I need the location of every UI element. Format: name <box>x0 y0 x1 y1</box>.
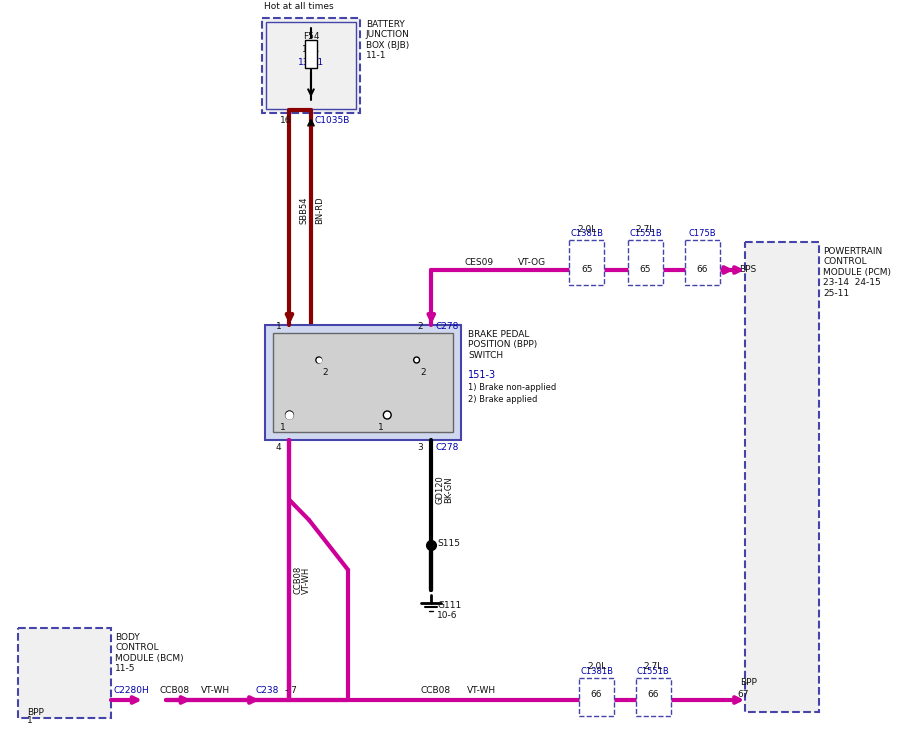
Text: 151-3: 151-3 <box>468 370 496 380</box>
Text: 65: 65 <box>639 265 650 274</box>
Text: C238: C238 <box>255 686 278 695</box>
Text: 1: 1 <box>275 322 282 331</box>
FancyBboxPatch shape <box>744 242 817 712</box>
Text: BN-RD: BN-RD <box>314 196 323 223</box>
FancyBboxPatch shape <box>684 240 719 285</box>
FancyBboxPatch shape <box>265 325 461 440</box>
FancyBboxPatch shape <box>265 22 356 109</box>
FancyBboxPatch shape <box>635 678 670 716</box>
Text: CCB08: CCB08 <box>159 686 190 695</box>
Text: BPP: BPP <box>740 678 757 687</box>
Text: 13-21: 13-21 <box>298 58 323 67</box>
Text: 1: 1 <box>280 423 285 432</box>
Text: 3: 3 <box>417 443 423 452</box>
FancyBboxPatch shape <box>17 628 110 718</box>
Text: POWERTRAIN
CONTROL
MODULE (PCM)
23-14  24-15
25-11: POWERTRAIN CONTROL MODULE (PCM) 23-14 24… <box>823 247 890 298</box>
Text: BPS: BPS <box>739 265 756 274</box>
Text: 1) Brake non-applied: 1) Brake non-applied <box>468 383 556 392</box>
Text: 65: 65 <box>581 265 591 274</box>
Text: 2.7L: 2.7L <box>643 662 662 671</box>
Text: SBB54: SBB54 <box>299 196 308 223</box>
Text: CCB08: CCB08 <box>420 686 450 695</box>
Text: G111
10-6: G111 10-6 <box>437 601 461 620</box>
Text: VT-WH: VT-WH <box>200 686 229 695</box>
Text: - 7: - 7 <box>284 686 296 695</box>
Text: 66: 66 <box>695 265 707 274</box>
Text: C1551B: C1551B <box>628 229 661 238</box>
FancyBboxPatch shape <box>262 18 359 113</box>
Text: 4: 4 <box>275 443 282 452</box>
Circle shape <box>414 357 419 363</box>
Text: CES09: CES09 <box>464 258 493 267</box>
Circle shape <box>285 411 293 419</box>
Text: BATTERY
JUNCTION
BOX (BJB)
11-1: BATTERY JUNCTION BOX (BJB) 11-1 <box>366 20 409 60</box>
Text: BODY
CONTROL
MODULE (BCM)
11-5: BODY CONTROL MODULE (BCM) 11-5 <box>116 633 184 674</box>
Text: C1381B: C1381B <box>570 229 602 238</box>
Text: C1381B: C1381B <box>580 667 612 676</box>
Text: 2: 2 <box>417 322 423 331</box>
Text: BK-GN: BK-GN <box>443 477 452 503</box>
Text: C2280H: C2280H <box>113 686 149 695</box>
Text: Hot at all times: Hot at all times <box>264 2 333 11</box>
Text: C278: C278 <box>434 322 458 331</box>
Text: 2: 2 <box>420 368 425 377</box>
FancyBboxPatch shape <box>273 333 452 432</box>
Text: 2.7L: 2.7L <box>635 225 655 234</box>
Text: VT-WH: VT-WH <box>466 686 495 695</box>
Text: C1035B: C1035B <box>314 116 349 125</box>
Text: 1: 1 <box>27 716 33 725</box>
Text: 66: 66 <box>647 690 658 699</box>
Circle shape <box>383 411 391 419</box>
Text: 2.0L: 2.0L <box>576 225 596 234</box>
Text: 16: 16 <box>280 116 291 125</box>
Text: 2) Brake applied: 2) Brake applied <box>468 395 537 404</box>
Text: F54: F54 <box>303 32 319 41</box>
Text: 1: 1 <box>377 423 383 432</box>
Text: 66: 66 <box>591 690 601 699</box>
FancyBboxPatch shape <box>569 240 604 285</box>
Text: 67: 67 <box>737 690 748 699</box>
Text: 2: 2 <box>322 368 328 377</box>
FancyBboxPatch shape <box>305 40 316 68</box>
Text: S115: S115 <box>437 539 460 548</box>
Text: 10A: 10A <box>302 45 320 54</box>
Text: BPP: BPP <box>27 708 44 717</box>
Text: CCB08: CCB08 <box>293 566 302 594</box>
FancyBboxPatch shape <box>628 240 662 285</box>
Circle shape <box>315 357 321 363</box>
Text: C1551B: C1551B <box>637 667 669 676</box>
FancyBboxPatch shape <box>578 678 613 716</box>
Text: VT-OG: VT-OG <box>517 258 545 267</box>
Text: BRAKE PEDAL
POSITION (BPP)
SWITCH: BRAKE PEDAL POSITION (BPP) SWITCH <box>468 330 537 360</box>
Text: GD120: GD120 <box>434 476 443 504</box>
Text: VT-WH: VT-WH <box>302 566 311 594</box>
Text: 2.0L: 2.0L <box>586 662 606 671</box>
Text: C175B: C175B <box>687 229 715 238</box>
Text: C278: C278 <box>434 443 458 452</box>
